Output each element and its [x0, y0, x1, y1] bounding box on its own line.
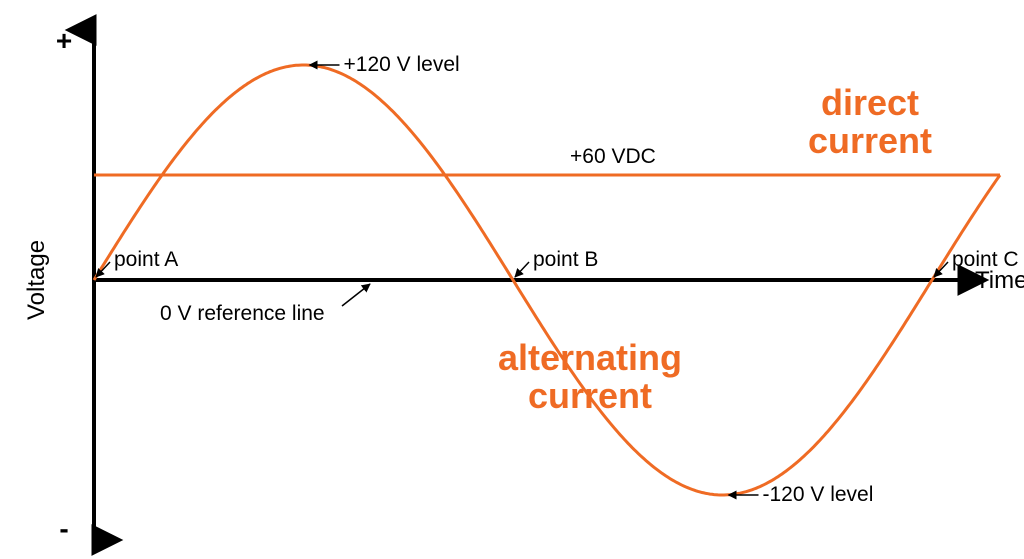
trough-label: -120 V level [763, 483, 874, 506]
point-B-leader [515, 262, 529, 277]
point-C-label: point C [952, 248, 1019, 271]
point-B-label: point B [533, 248, 598, 271]
ac-title-1: alternating [498, 337, 682, 378]
dc-value-label: +60 VDC [570, 145, 656, 168]
dc-title-2: current [808, 120, 932, 161]
y-axis-plus: + [56, 25, 72, 56]
ac-title-2: current [528, 375, 652, 416]
y-axis-minus: - [59, 513, 68, 544]
point-A-label: point A [114, 248, 178, 271]
peak-label: +120 V level [344, 53, 460, 76]
zero-ref-leader [342, 284, 370, 306]
y-axis-label: Voltage [23, 240, 50, 320]
zero-ref-label: 0 V reference line [160, 302, 325, 325]
dc-title-1: direct [821, 82, 919, 123]
x-axis-label: Time [975, 267, 1024, 294]
